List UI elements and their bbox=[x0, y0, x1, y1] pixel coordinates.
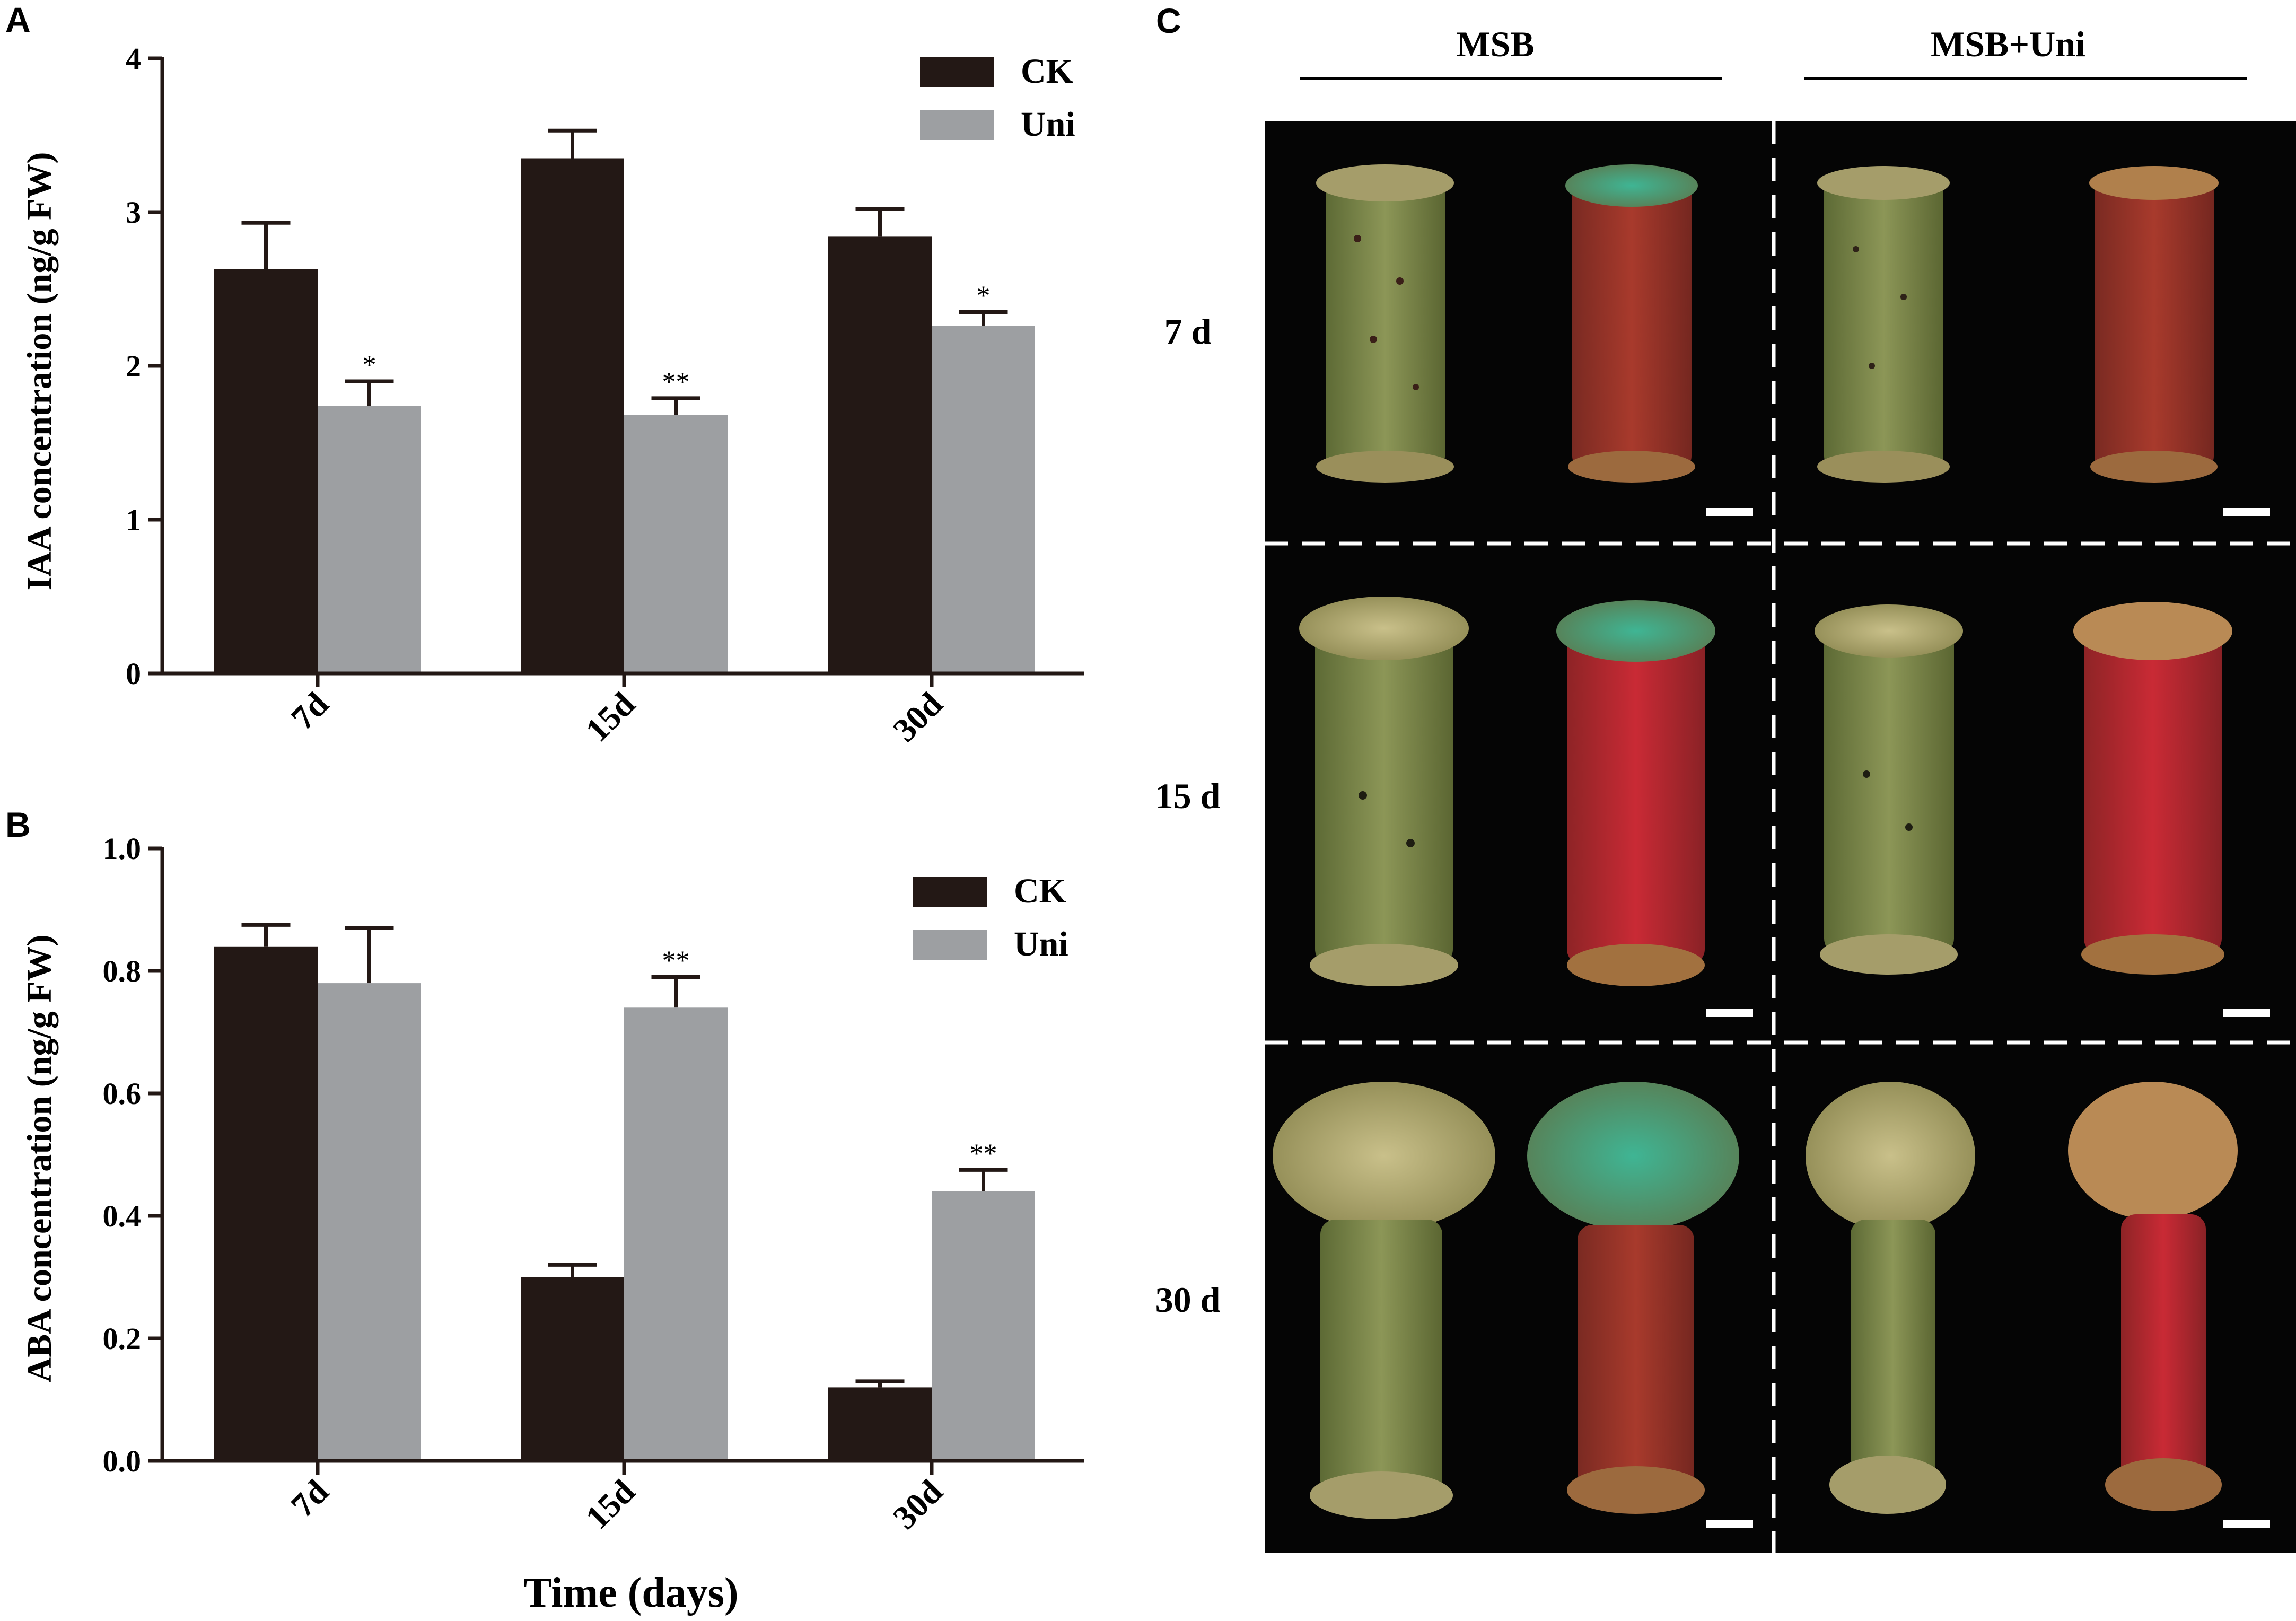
bar-ck-30d bbox=[828, 236, 932, 673]
significance-label: * bbox=[977, 281, 991, 311]
legend-label-ck: CK bbox=[1014, 872, 1066, 910]
scale-bar bbox=[1706, 508, 1753, 516]
micrograph-30d-msb-uni-brightfield bbox=[1806, 1082, 1975, 1514]
y-tick-label: 1.0 bbox=[103, 831, 142, 866]
panel-b: B ** ** 0.0 0.2 0.4 0.6 0.8 1.0 7d 15d 30d CK Uni AB… bbox=[5, 805, 1084, 1616]
row-header-30d: 30 d bbox=[1155, 1280, 1221, 1320]
y-tick-label: 3 bbox=[126, 195, 141, 230]
y-tick-label: 1 bbox=[126, 503, 141, 537]
panel-letter-b: B bbox=[5, 805, 31, 844]
scale-bar bbox=[2223, 508, 2270, 516]
y-tick-label: 2 bbox=[126, 349, 141, 383]
legend-swatch-uni bbox=[913, 930, 987, 960]
y-tick-label: 0.8 bbox=[103, 954, 142, 988]
panel-c: C MSB MSB+Uni 7 d 15 d 30 d bbox=[1155, 1, 2296, 1553]
y-tick-label: 0.2 bbox=[103, 1321, 142, 1356]
bar-ck-7d bbox=[214, 946, 318, 1461]
chart-b-plot: ** ** 0.0 0.2 0.4 0.6 0.8 1.0 7d 15d 30d CK Uni bbox=[103, 831, 1084, 1537]
bar-uni-15d bbox=[624, 1007, 728, 1461]
micrograph-7d-msb-uni-fluorescence bbox=[2089, 166, 2219, 483]
legend-swatch-uni bbox=[920, 110, 994, 140]
legend-swatch-ck bbox=[920, 57, 994, 87]
micrograph-7d-msb-uni-brightfield bbox=[1817, 166, 1950, 483]
row-header-15d: 15 d bbox=[1155, 776, 1221, 816]
significance-label: ** bbox=[970, 1138, 997, 1169]
scale-bar bbox=[1706, 1520, 1753, 1528]
column-header-msb-uni: MSB+Uni bbox=[1931, 24, 2085, 64]
micrograph-7d-msb-fluorescence bbox=[1565, 164, 1698, 483]
micrograph-15d-msb-brightfield bbox=[1299, 597, 1469, 986]
y-tick-label: 4 bbox=[126, 41, 141, 76]
x-tick-label: 15d bbox=[578, 685, 642, 749]
bar-ck-15d bbox=[521, 1277, 624, 1461]
significance-label: * bbox=[363, 350, 376, 380]
micrograph-30d-msb-uni-fluorescence bbox=[2068, 1082, 2238, 1511]
y-axis-label-a: IAA concentration (ng/g FW) bbox=[20, 152, 59, 591]
micrograph-30d-msb-brightfield bbox=[1273, 1082, 1495, 1519]
micrograph-15d-msb-fluorescence bbox=[1556, 600, 1715, 986]
legend-swatch-ck bbox=[913, 877, 987, 907]
legend-label-ck: CK bbox=[1021, 52, 1073, 91]
x-tick-label: 7d bbox=[284, 1473, 336, 1524]
bar-uni-7d bbox=[318, 406, 421, 673]
row-header-7d: 7 d bbox=[1164, 311, 1212, 352]
x-tick-label: 30d bbox=[886, 1473, 950, 1537]
column-header-msb: MSB bbox=[1456, 24, 1534, 64]
x-tick-label: 30d bbox=[886, 685, 950, 749]
bar-ck-30d bbox=[828, 1387, 932, 1461]
x-tick-label: 7d bbox=[284, 685, 336, 737]
scale-bar bbox=[1706, 1009, 1753, 1017]
x-axis-label-b: Time (days) bbox=[523, 1570, 738, 1616]
bar-uni-7d bbox=[318, 983, 421, 1461]
bar-uni-15d bbox=[624, 415, 728, 673]
scale-bar bbox=[2223, 1009, 2270, 1017]
legend-label-uni: Uni bbox=[1014, 925, 1068, 963]
legend-label-uni: Uni bbox=[1021, 105, 1075, 144]
micrograph-30d-msb-fluorescence bbox=[1527, 1082, 1739, 1514]
micrograph-7d-msb-brightfield bbox=[1316, 164, 1454, 483]
bar-uni-30d bbox=[932, 326, 1035, 673]
y-axis-label-b: ABA concentration (ng/g FW) bbox=[20, 934, 59, 1382]
micrograph-15d-msb-uni-fluorescence bbox=[2073, 602, 2232, 975]
bar-uni-30d bbox=[932, 1191, 1035, 1461]
scale-bar bbox=[2223, 1520, 2270, 1528]
bar-ck-15d bbox=[521, 158, 624, 673]
panel-letter-c: C bbox=[1156, 1, 1181, 40]
significance-label: ** bbox=[662, 367, 690, 397]
panel-letter-a: A bbox=[5, 0, 31, 39]
x-tick-label: 15d bbox=[578, 1473, 642, 1537]
significance-label: ** bbox=[662, 946, 690, 976]
bar-ck-7d bbox=[214, 269, 318, 673]
y-tick-label: 0.4 bbox=[103, 1199, 142, 1233]
y-tick-label: 0.6 bbox=[103, 1076, 142, 1111]
micrograph-15d-msb-uni-brightfield bbox=[1815, 604, 1963, 975]
y-tick-label: 0 bbox=[126, 656, 141, 691]
y-tick-label: 0.0 bbox=[103, 1444, 142, 1478]
